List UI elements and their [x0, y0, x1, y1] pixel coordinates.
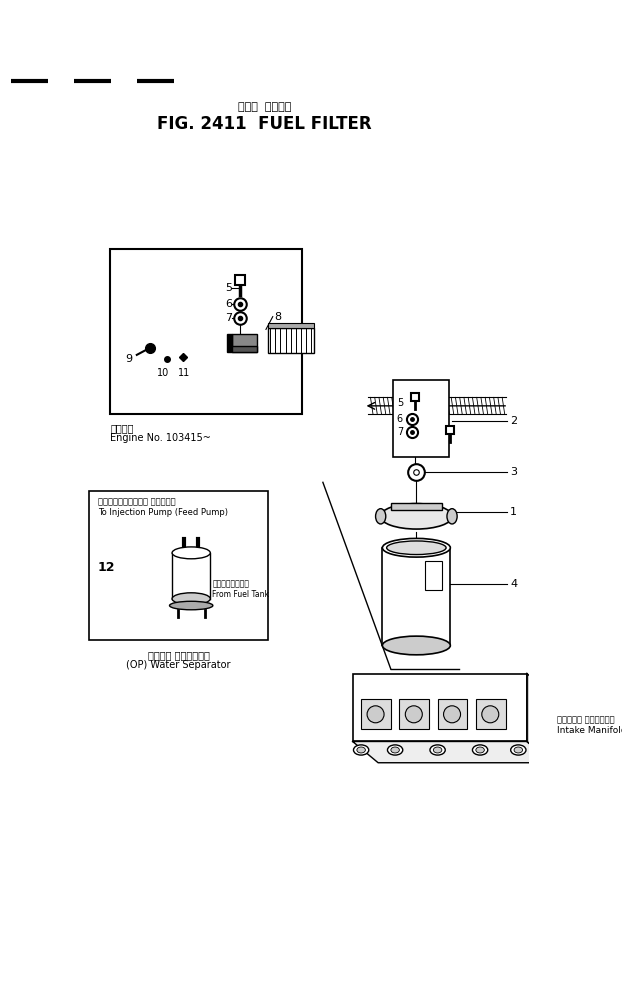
Text: Engine No. 103415~: Engine No. 103415~: [111, 433, 211, 443]
Ellipse shape: [473, 745, 488, 755]
Text: 7: 7: [397, 427, 403, 437]
Bar: [89, 491, 267, 639]
Bar: [394, 381, 448, 457]
Ellipse shape: [380, 503, 452, 529]
Ellipse shape: [170, 602, 213, 609]
Ellipse shape: [434, 747, 442, 753]
Ellipse shape: [387, 541, 446, 555]
Ellipse shape: [476, 747, 485, 753]
Ellipse shape: [406, 706, 422, 722]
Bar: [399, 699, 429, 728]
Ellipse shape: [447, 508, 457, 524]
Polygon shape: [227, 334, 232, 353]
Text: フェルタンクから: フェルタンクから: [213, 580, 249, 589]
Text: 4: 4: [510, 580, 517, 590]
Ellipse shape: [383, 538, 450, 557]
Text: 3: 3: [510, 467, 517, 477]
Text: 2: 2: [510, 416, 517, 426]
Ellipse shape: [443, 706, 460, 722]
Ellipse shape: [514, 747, 522, 753]
Ellipse shape: [391, 747, 399, 753]
Text: 6: 6: [397, 413, 403, 423]
Text: 1: 1: [510, 507, 517, 517]
Text: (OP) Water Separator: (OP) Water Separator: [126, 660, 231, 670]
Text: 射射ポンプ（フィード ポンプ）へ: 射射ポンプ（フィード ポンプ）へ: [98, 497, 175, 506]
Ellipse shape: [172, 593, 210, 605]
Bar: [425, 561, 442, 591]
Bar: [267, 328, 314, 353]
Text: 8: 8: [274, 311, 282, 322]
Ellipse shape: [388, 745, 403, 755]
Ellipse shape: [353, 745, 369, 755]
Ellipse shape: [383, 636, 450, 655]
Polygon shape: [527, 674, 552, 763]
Text: ウォータ セパレーター: ウォータ セパレーター: [147, 650, 210, 660]
Bar: [476, 699, 506, 728]
Ellipse shape: [430, 745, 445, 755]
Ellipse shape: [367, 706, 384, 722]
Bar: [438, 699, 467, 728]
Bar: [361, 699, 391, 728]
Text: フェル  フィルタ: フェル フィルタ: [238, 102, 291, 112]
Text: From Fuel Tank: From Fuel Tank: [213, 590, 269, 599]
Text: 適用号数: 適用号数: [111, 423, 134, 433]
Text: 5: 5: [397, 398, 403, 408]
Text: To Injection Pump (Feed Pump): To Injection Pump (Feed Pump): [98, 507, 228, 517]
Text: 10: 10: [157, 368, 169, 378]
Ellipse shape: [511, 745, 526, 755]
Text: FIG. 2411  FUEL FILTER: FIG. 2411 FUEL FILTER: [157, 115, 371, 133]
Ellipse shape: [172, 547, 210, 559]
Bar: [232, 334, 258, 353]
Text: Intake Manifold: Intake Manifold: [557, 726, 622, 735]
Ellipse shape: [376, 508, 386, 524]
Text: 9: 9: [126, 354, 132, 364]
Polygon shape: [353, 741, 552, 763]
Ellipse shape: [357, 747, 365, 753]
Text: インテーク マニホールド: インテーク マニホールド: [557, 716, 614, 724]
Bar: [111, 249, 302, 414]
Text: 7: 7: [225, 313, 232, 323]
Text: 6: 6: [225, 299, 232, 309]
Text: 5: 5: [225, 282, 232, 292]
Ellipse shape: [482, 706, 499, 722]
Bar: [232, 346, 258, 353]
Bar: [544, 648, 578, 691]
Bar: [391, 502, 442, 509]
Bar: [267, 323, 314, 328]
Text: 11: 11: [179, 368, 190, 378]
Bar: [353, 674, 527, 741]
Ellipse shape: [552, 704, 569, 720]
Text: 12: 12: [98, 561, 115, 574]
